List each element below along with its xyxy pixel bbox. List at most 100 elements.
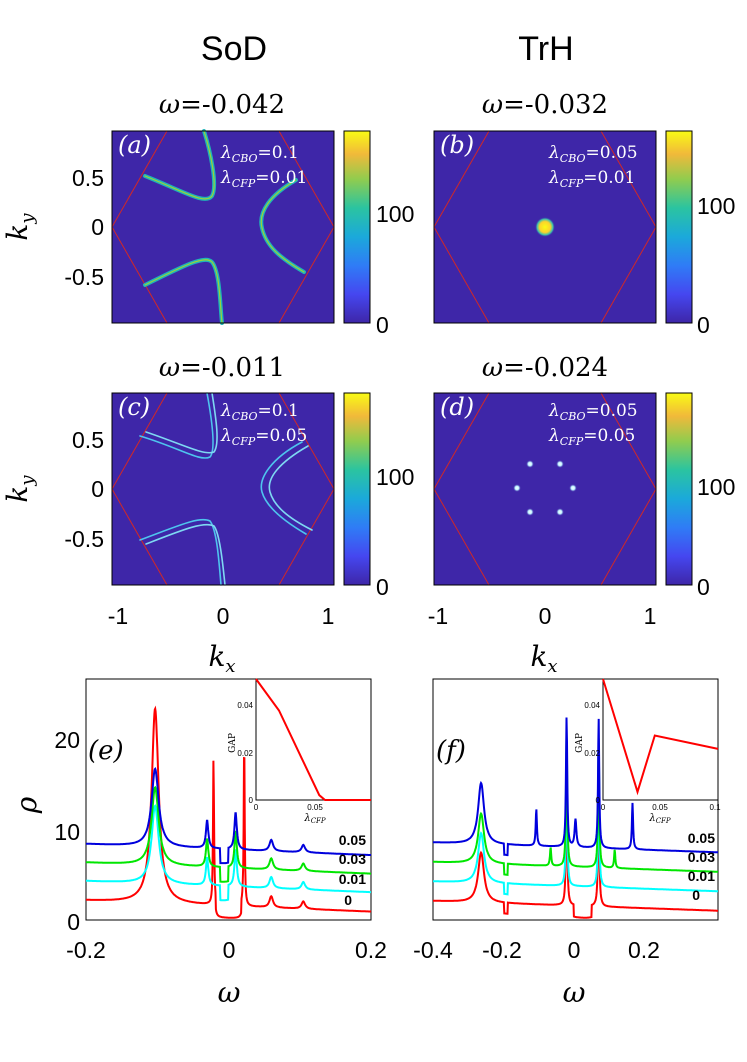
panel-d-param-cfp: λCFP=0.05 bbox=[548, 426, 635, 448]
panel-c-cbar-tick-0: 0 bbox=[376, 574, 389, 600]
panel-c-param-cbo-sym: λ bbox=[220, 401, 232, 421]
panel-e-inset-ylabel: GAP bbox=[228, 733, 238, 753]
panel-e-inset-xlabel-sub: CFP bbox=[311, 817, 326, 825]
panel-b-param-cfp-value: =0.01 bbox=[583, 168, 635, 188]
panel-f-inset-xlabel-sub: CFP bbox=[656, 817, 671, 825]
panel-d-param-cfp-value: =0.05 bbox=[583, 426, 635, 446]
panel-b-cbar-tick-100: 100 bbox=[697, 193, 735, 219]
panel-c-label: (c) bbox=[118, 393, 150, 421]
panel-e-legend-003: 0.03 bbox=[339, 851, 366, 867]
panel-f-inset-xtick-0: 0 bbox=[601, 803, 606, 812]
panel-c-title-omega: ω bbox=[159, 353, 180, 383]
panel-e-xtick-0: 0 bbox=[223, 937, 236, 963]
panel-e-inset-frame bbox=[255, 678, 372, 801]
panel-d-label: (d) bbox=[440, 393, 474, 421]
panel-f-inset-frame bbox=[602, 678, 719, 801]
panel-e-inset-ytick-004: 0.04 bbox=[237, 701, 253, 710]
panel-b-param-cbo-sub: CBO bbox=[560, 152, 586, 165]
f-series-0 bbox=[433, 776, 718, 919]
panel-e-inset-xlabel-sym: λ bbox=[303, 813, 310, 824]
panel-f-inset-xlabel-sym: λ bbox=[648, 813, 655, 824]
panel-a-param-cbo-value: =0.1 bbox=[258, 143, 299, 163]
panel-d-spot-5 bbox=[526, 508, 534, 516]
panel-f-legend-001: 0.01 bbox=[688, 868, 715, 884]
panel-a-param-cfp: λCFP=0.01 bbox=[220, 168, 307, 190]
panel-e-legend-001: 0.01 bbox=[339, 871, 366, 887]
e-series-0.03 bbox=[86, 785, 371, 883]
panel-a-colorbar bbox=[343, 130, 371, 324]
panel-b-param-cfp: λCFP=0.01 bbox=[548, 168, 635, 190]
panel-e-ytick-20: 20 bbox=[54, 727, 80, 753]
panel-c-ylabel-sub: y bbox=[17, 475, 38, 487]
panel-f-legend-003: 0.03 bbox=[688, 849, 715, 865]
panel-f-curves bbox=[433, 717, 718, 919]
panel-e-inset-ytick-002: 0.02 bbox=[237, 749, 253, 758]
panel-b: ω=-0.032 (b) λCBO=0.05 λCFP=0.01 100 0 bbox=[433, 90, 735, 338]
panel-a-ytick-05: 0.5 bbox=[72, 165, 104, 191]
panel-c-ytick-m05: -0.5 bbox=[64, 526, 104, 552]
panel-d-xlabel-sub: x bbox=[547, 656, 557, 677]
panel-c-ylabel-k: k bbox=[1, 486, 34, 503]
panel-d-xlabel-k: k bbox=[530, 640, 547, 673]
panel-d-spot-2 bbox=[556, 460, 564, 468]
panel-b-cbar-tick-0: 0 bbox=[697, 312, 710, 338]
panel-a-ylabel-sub: y bbox=[17, 213, 38, 225]
panel-c-cbar-tick-100: 100 bbox=[376, 464, 414, 490]
panel-a-cbar-tick-100: 100 bbox=[376, 201, 414, 227]
panel-d-spots bbox=[513, 460, 577, 516]
panel-d-param-cbo: λCBO=0.05 bbox=[548, 401, 638, 423]
panel-c: ω=-0.011 (c) λCBO=0.1 λCFP=0.05 0.5 0 -0… bbox=[1, 353, 414, 677]
panel-c-param-cfp-sub: CFP bbox=[232, 435, 256, 448]
panel-c-xlabel-k: k bbox=[208, 640, 225, 673]
panel-c-param-cbo-sub: CBO bbox=[232, 410, 258, 423]
panel-a-ylabel: ky bbox=[1, 213, 38, 241]
panel-d-spot-6 bbox=[556, 508, 564, 516]
panel-e-ytick-10: 10 bbox=[54, 819, 80, 845]
panel-e-label: (e) bbox=[88, 736, 124, 766]
f-series-0.05 bbox=[433, 717, 718, 857]
panel-a-cbar-tick-0: 0 bbox=[376, 312, 389, 338]
panel-a-param-cfp-sym: λ bbox=[220, 168, 232, 188]
panel-f-xlabel: ω bbox=[563, 976, 586, 1009]
panel-e-ylabel: ρ bbox=[10, 796, 43, 814]
panel-b-colorbar bbox=[665, 130, 693, 324]
panel-c-arc-top-1 bbox=[139, 392, 214, 459]
panel-f-inset-xtick-005: 0.05 bbox=[652, 803, 668, 812]
panel-d-param-cbo-sym: λ bbox=[548, 401, 560, 421]
panel-b-param-cbo-sym: λ bbox=[548, 143, 560, 163]
panel-b-frame bbox=[433, 130, 657, 324]
panel-f-inset-gap-line bbox=[602, 678, 719, 796]
panel-d-title-omega: ω bbox=[482, 353, 503, 383]
panel-f-legend-0: 0 bbox=[692, 887, 700, 903]
panel-c-param-cfp-value: =0.05 bbox=[255, 426, 307, 446]
panel-b-central-spot bbox=[535, 217, 555, 237]
panel-c-title: ω=-0.011 bbox=[159, 353, 285, 383]
panel-e-curves bbox=[86, 705, 372, 919]
panel-d-spot-1 bbox=[526, 460, 534, 468]
panel-f-xtick-m04: -0.4 bbox=[413, 937, 453, 963]
panel-a-param-cbo-sub: CBO bbox=[232, 152, 258, 165]
panel-a-ytick-0: 0 bbox=[91, 214, 104, 240]
panel-b-title-omega: ω bbox=[482, 90, 503, 120]
panel-c-arcs bbox=[139, 392, 313, 586]
panel-a: ω=-0.042 (a) λCBO=0.1 λCFP=0.01 0.5 0 -0… bbox=[1, 90, 414, 338]
panel-c-ytick-0: 0 bbox=[91, 476, 104, 502]
panel-f-inset-ytick-002: 0.02 bbox=[584, 749, 600, 758]
panel-e: (e) 0 0.01 0.03 0.05 0.04 0.02 0 0 0.05 … bbox=[10, 678, 387, 1009]
panel-e-legend-0: 0 bbox=[344, 892, 352, 908]
panel-b-param-cbo: λCBO=0.05 bbox=[548, 143, 638, 165]
panel-c-ylabel: ky bbox=[1, 475, 38, 503]
column-title-sod: SoD bbox=[201, 30, 267, 68]
column-title-trh: TrH bbox=[518, 30, 573, 68]
panel-c-colorbar bbox=[343, 392, 371, 586]
panel-c-arc-bottom-1 bbox=[139, 518, 222, 586]
panel-c-xlabel-sub: x bbox=[225, 656, 235, 677]
panel-b-param-cbo-value: =0.05 bbox=[586, 143, 638, 163]
panel-d-param-cbo-value: =0.05 bbox=[586, 401, 638, 421]
panel-c-ytick-05: 0.5 bbox=[72, 427, 104, 453]
panel-b-title: ω=-0.032 bbox=[482, 90, 608, 120]
panel-f-inset-ylabel: GAP bbox=[575, 733, 585, 753]
panel-b-label: (b) bbox=[440, 131, 474, 159]
panel-f: (f) 0 0.01 0.03 0.05 0.04 0.02 0 0 0.05 … bbox=[413, 678, 721, 1009]
